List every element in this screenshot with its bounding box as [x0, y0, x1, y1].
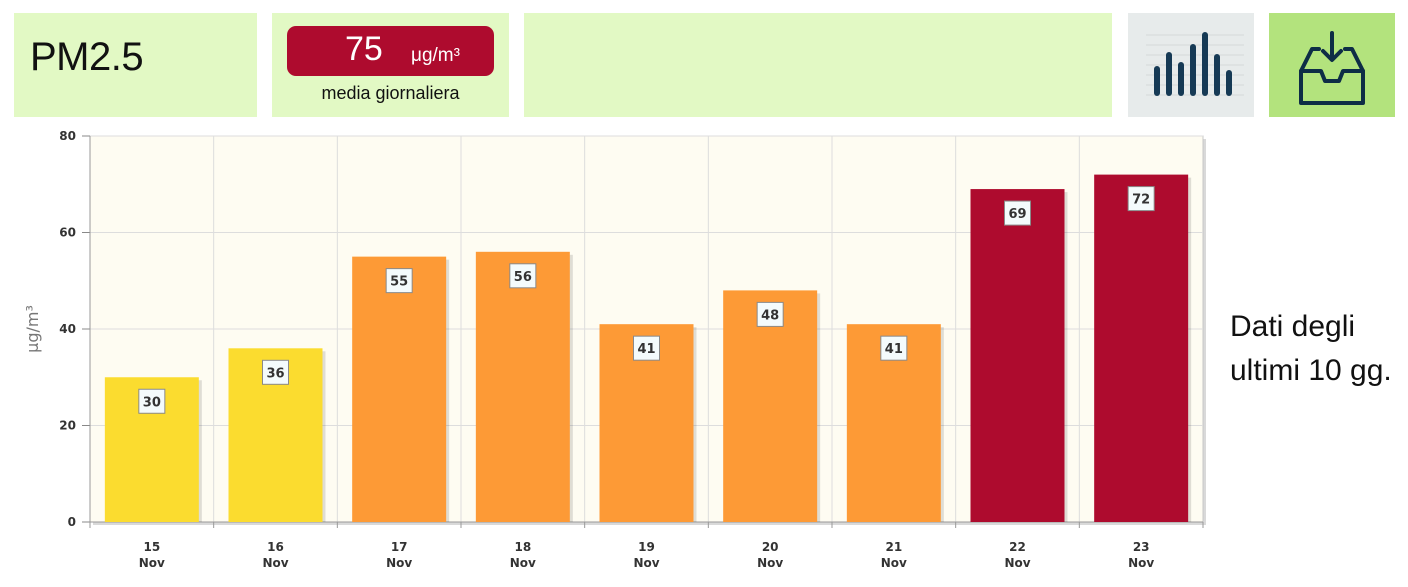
x-tick-label-month: Nov	[757, 556, 783, 570]
bar	[352, 256, 447, 522]
data-label-box	[262, 359, 289, 385]
data-label-box	[138, 388, 166, 414]
x-tick-label-month: Nov	[881, 556, 907, 570]
x-tick-label-month: Nov	[1004, 556, 1030, 570]
y-tick-label: 80	[59, 129, 76, 143]
data-label: 69	[1008, 207, 1026, 222]
data-label-box	[756, 301, 784, 327]
y-tick-label: 20	[59, 419, 76, 433]
average-value: 75	[345, 30, 383, 68]
bar	[475, 251, 570, 523]
chart-area: 0 20 40 60 80 μg/m³ 30 15 Nov 36 16 Nov 55 17 Nov 56 18 N…	[0, 120, 1220, 582]
data-label-box	[385, 268, 413, 294]
info-panel	[524, 13, 1112, 117]
x-tick-label-day: 23	[1133, 540, 1150, 554]
x-tick-label-day: 18	[514, 540, 531, 554]
x-tick-label-month: Nov	[510, 556, 536, 570]
data-label: 41	[637, 342, 655, 357]
x-tick-label-day: 20	[762, 540, 779, 554]
x-tick-label-day: 17	[391, 540, 408, 554]
x-tick-label-month: Nov	[633, 556, 659, 570]
data-label-box	[880, 335, 908, 361]
data-label-box	[509, 263, 537, 289]
data-label: 41	[885, 342, 903, 357]
bar	[970, 189, 1065, 522]
x-tick-label-day: 22	[1009, 540, 1026, 554]
y-tick-label: 0	[68, 515, 76, 529]
y-tick-label: 60	[59, 226, 76, 240]
y-axis-label: μg/m³	[23, 305, 42, 353]
data-label-box	[1004, 200, 1031, 226]
download-button[interactable]	[1269, 13, 1395, 117]
average-caption: media giornaliera	[321, 83, 460, 103]
x-tick-label-month: Nov	[1128, 556, 1154, 570]
download-tray-icon	[1299, 31, 1365, 105]
data-label: 48	[761, 308, 779, 323]
bar-chart: 0 20 40 60 80 μg/m³ 30 15 Nov 36 16 Nov 55 17 Nov 56 18 N…	[23, 129, 1206, 570]
x-tick-label-month: Nov	[139, 556, 165, 570]
y-tick-label: 40	[59, 322, 76, 336]
x-tick-label-month: Nov	[262, 556, 288, 570]
data-label: 56	[514, 270, 532, 285]
daily-average-panel: 75 μg/m³ media giornaliera	[272, 13, 509, 117]
data-label: 72	[1132, 193, 1150, 208]
x-tick-label-day: 19	[638, 540, 655, 554]
data-label-box	[633, 335, 660, 361]
value-badge: 75 μg/m³	[287, 26, 494, 76]
x-tick-label-day: 15	[143, 540, 160, 554]
average-unit: μg/m³	[411, 45, 460, 66]
period-note: Dati degli ultimi 10 gg.	[1230, 310, 1392, 387]
data-label: 30	[143, 395, 161, 410]
x-tick-label-month: Nov	[386, 556, 412, 570]
data-label-box	[1127, 186, 1155, 212]
pollutant-name: PM2.5	[30, 35, 144, 79]
top-bar: PM2.5 75 μg/m³ media giornaliera	[0, 0, 1408, 120]
pollutant-panel: PM2.5	[14, 13, 257, 117]
chart-view-button[interactable]	[1128, 13, 1254, 117]
bar	[723, 290, 818, 522]
x-tick-label-day: 16	[267, 540, 284, 554]
data-label: 36	[266, 366, 284, 381]
bar-chart-icon	[1146, 32, 1244, 96]
bar	[1094, 174, 1189, 522]
x-tick-label-day: 21	[885, 540, 902, 554]
data-label: 55	[390, 275, 408, 290]
